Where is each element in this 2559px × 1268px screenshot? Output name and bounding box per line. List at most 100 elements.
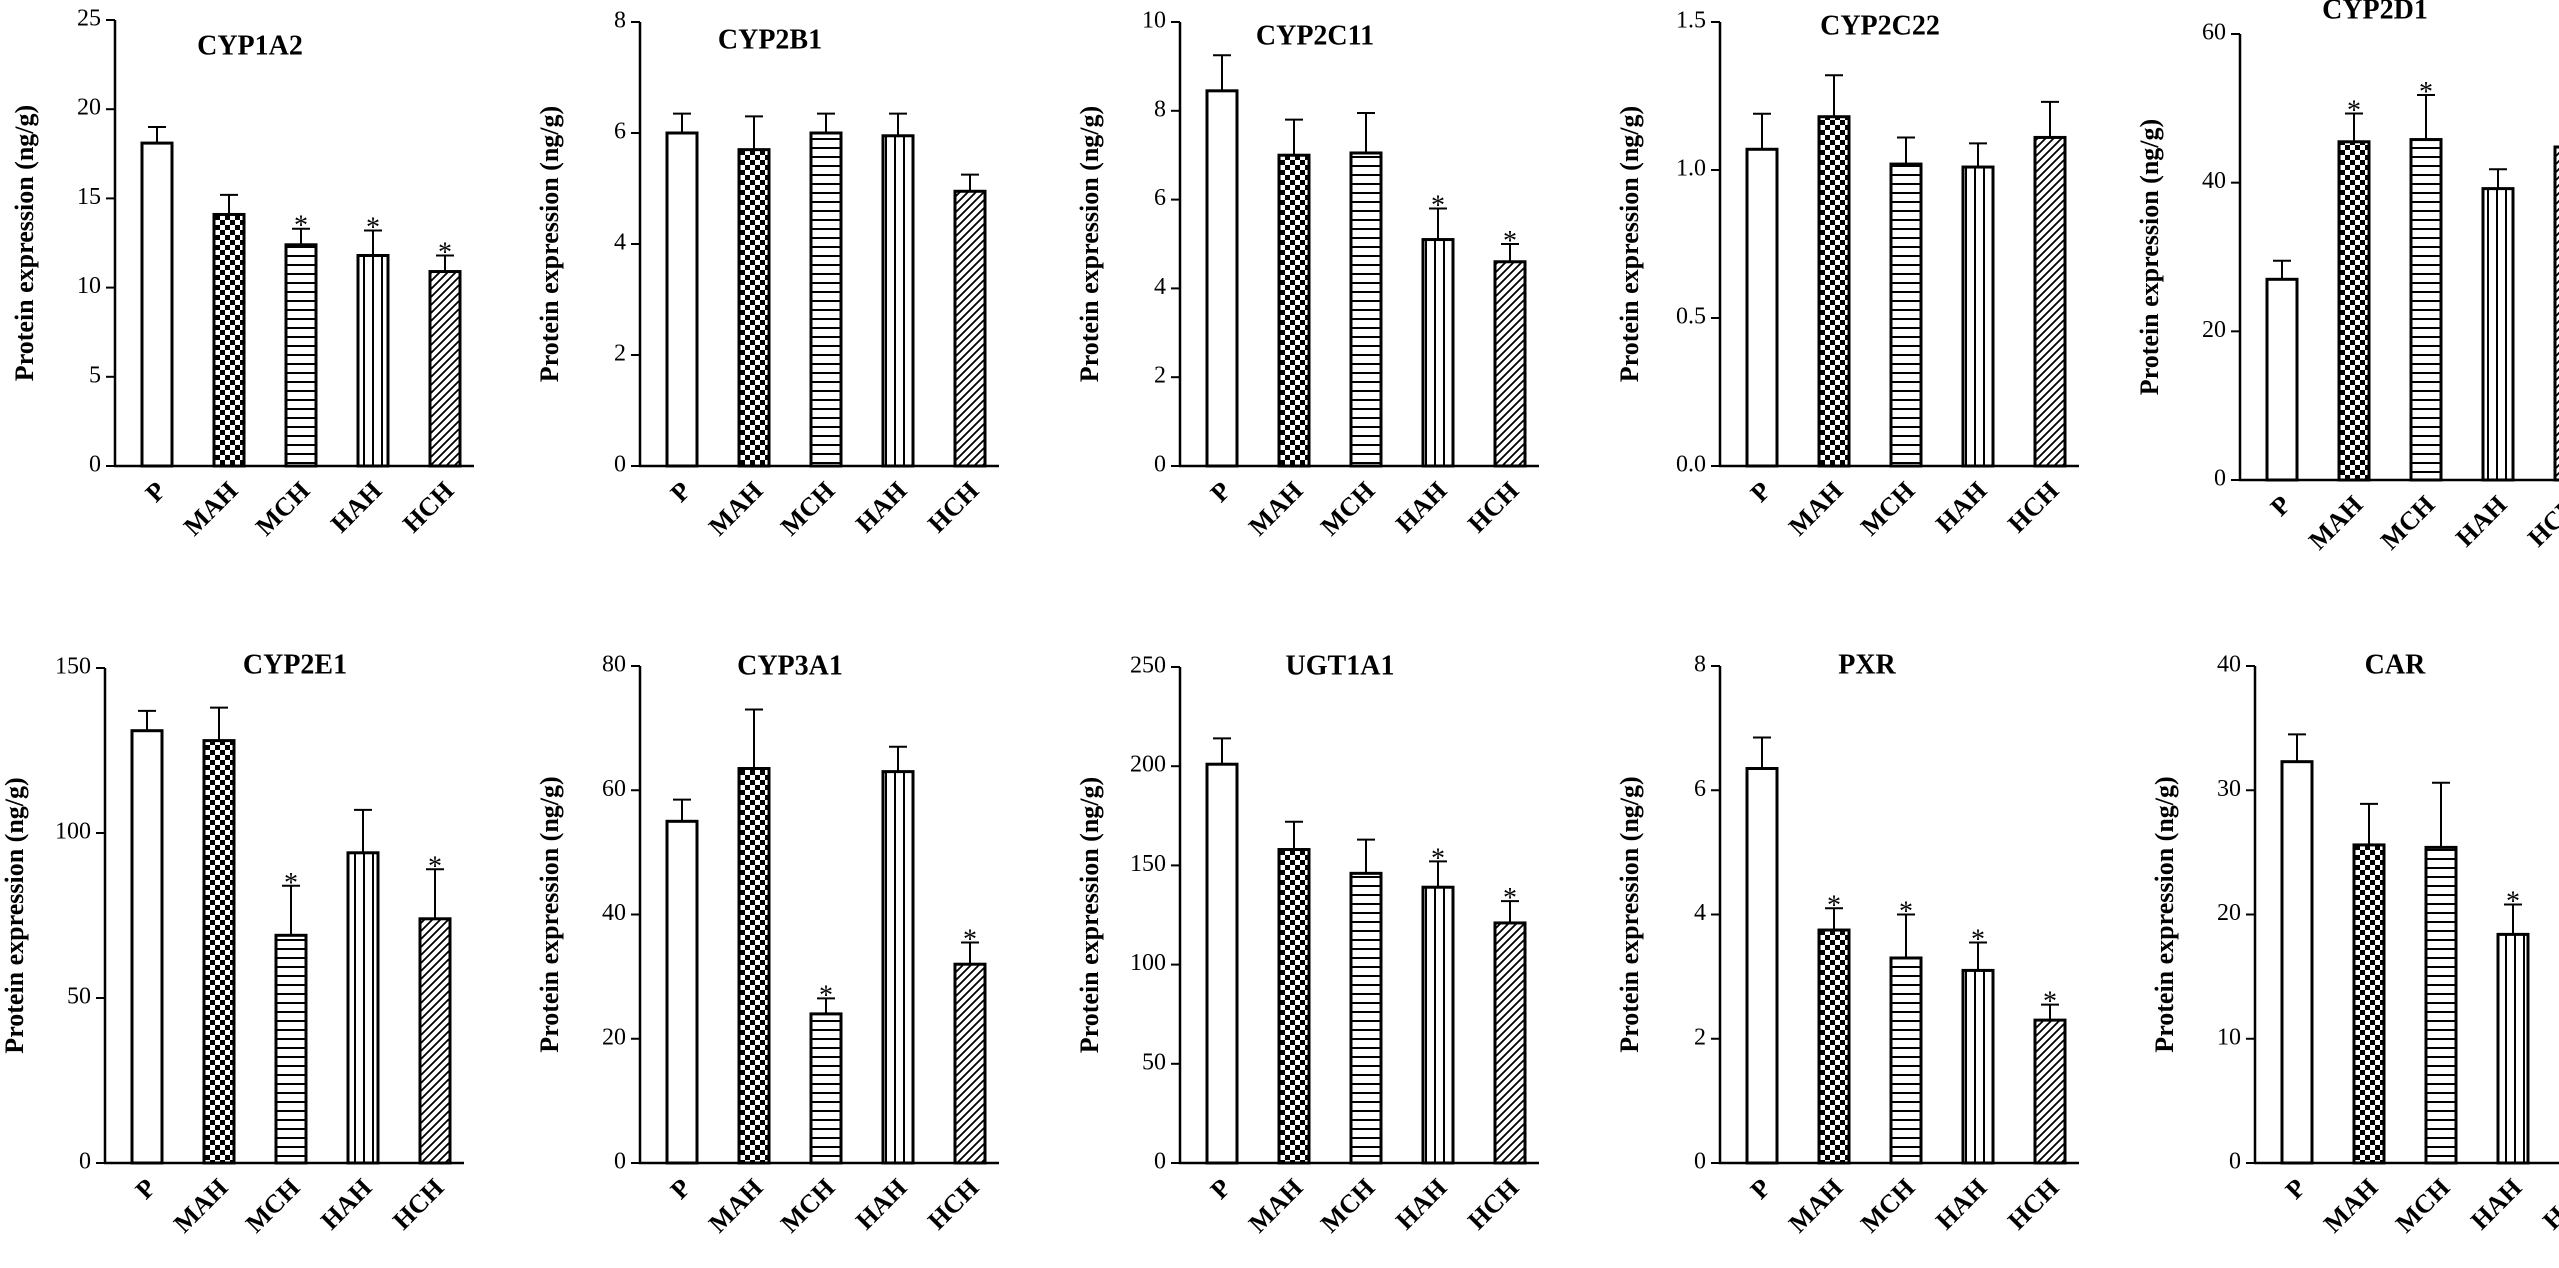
bar-mah: [212, 212, 246, 468]
panel-car: CAR Protein expression (ng/g) 0 10 20 30 40 P MA…: [2150, 649, 2559, 1238]
bar-mah: [2337, 140, 2371, 482]
x-tick-label-mah: MAH: [1783, 1173, 1848, 1238]
bar-hah: [1961, 165, 1995, 468]
bar-hch: [2033, 135, 2067, 468]
y-tick-label: 2: [1154, 363, 1166, 389]
bar-hah: [881, 134, 915, 468]
chart-title: CYP1A2: [197, 30, 303, 61]
bar-mch: [1889, 162, 1923, 468]
x-tick-label-p: P: [1205, 476, 1237, 508]
chart-title: UGT1A1: [1286, 650, 1395, 681]
bar-mah: [1817, 115, 1851, 468]
y-axis-label: Protein expression (ng/g): [535, 106, 564, 382]
y-tick-label: 60: [2202, 20, 2226, 46]
bar-mch: [809, 131, 843, 468]
x-tick-label-p: P: [2280, 1173, 2312, 1205]
bar-hch: [1493, 260, 1527, 468]
chart-title: CYP2C11: [1256, 20, 1374, 51]
panel-cyp2b1: CYP2B1 Protein expression (ng/g) 0 2 4 6 8 P MAH…: [535, 8, 999, 541]
significance-star-hah: *: [1431, 843, 1445, 874]
y-tick-label: 50: [67, 984, 91, 1010]
bar-hah: [1421, 885, 1455, 1165]
y-tick-label: 1.5: [1676, 8, 1706, 34]
x-tick-label-hch: HCH: [387, 1173, 449, 1235]
bar-mah: [1277, 153, 1311, 468]
y-tick-label: 50: [1142, 1049, 1166, 1075]
chart-title: CYP2C22: [1820, 10, 1940, 41]
y-tick-label: 20: [2202, 317, 2226, 343]
y-tick-label: 5: [89, 362, 101, 388]
significance-star-hch: *: [1503, 883, 1517, 914]
panel-pxr: PXR Protein expression (ng/g) 0 2 4 6 8 P * MAH * M…: [1615, 649, 2079, 1238]
chart-title: PXR: [1838, 649, 1896, 680]
bar-p: [2265, 277, 2299, 482]
y-axis-label: Protein expression (ng/g): [1615, 776, 1644, 1052]
significance-star-mah: *: [1827, 890, 1841, 921]
y-tick-label: 100: [55, 819, 91, 845]
x-tick-label-mah: MAH: [703, 476, 768, 541]
y-tick-label: 0: [89, 452, 101, 478]
bar-p: [665, 131, 699, 468]
x-tick-label-hch: HCH: [922, 1173, 984, 1235]
y-axis-label: Protein expression (ng/g): [10, 105, 39, 381]
x-tick-label-hah: HAH: [1390, 1173, 1452, 1235]
bar-p: [1205, 762, 1239, 1165]
bar-mch: [1349, 151, 1383, 468]
x-tick-label-hah: HAH: [1930, 476, 1992, 538]
panel-cyp2d1: CYP2D1 Protein expression (ng/g) 0 20 40 60 P *…: [2135, 0, 2559, 555]
significance-star-mch: *: [2419, 77, 2433, 108]
bar-mch: [809, 1012, 843, 1165]
significance-star-hch: *: [428, 851, 442, 882]
y-tick-label: 20: [602, 1024, 626, 1050]
y-tick-label: 0: [614, 1149, 626, 1175]
x-tick-label-hah: HAH: [850, 476, 912, 538]
panel-cyp2e1: CYP2E1 Protein expression (ng/g) 0 50 100 150…: [0, 649, 464, 1238]
bar-hah: [2481, 187, 2515, 482]
x-tick-label-p: P: [1745, 1173, 1777, 1205]
x-tick-label-hch: HCH: [922, 476, 984, 538]
significance-star-hah: *: [1431, 190, 1445, 221]
x-tick-label-hch: HCH: [2537, 1173, 2559, 1235]
x-tick-label-mah: MAH: [1243, 1173, 1308, 1238]
y-tick-label: 150: [55, 654, 91, 680]
y-tick-label: 0: [1694, 1149, 1706, 1175]
significance-star-hah: *: [1971, 924, 1985, 955]
x-tick-label-hah: HAH: [1390, 476, 1452, 538]
significance-star-mch: *: [294, 211, 308, 242]
y-axis-label: Protein expression (ng/g): [1615, 106, 1644, 382]
y-tick-label: 80: [602, 652, 626, 678]
significance-star-mch: *: [819, 980, 833, 1011]
x-tick-label-hch: HCH: [2002, 1173, 2064, 1235]
x-tick-label-p: P: [665, 476, 697, 508]
y-tick-label: 25: [77, 6, 101, 32]
bar-hch: [418, 917, 452, 1165]
significance-star-hch: *: [2043, 987, 2057, 1018]
y-tick-label: 15: [77, 184, 101, 210]
x-tick-label-p: P: [130, 1173, 162, 1205]
chart-title: CYP3A1: [737, 650, 843, 681]
x-tick-label-hah: HAH: [325, 476, 387, 538]
bar-mah: [1277, 848, 1311, 1165]
bar-hah: [346, 851, 380, 1165]
panel-ugt1a1: UGT1A1 Protein expression (ng/g) 0 50 100 150…: [1075, 650, 1539, 1238]
x-tick-label-mch: MCH: [1315, 1173, 1380, 1238]
bar-hch: [428, 270, 462, 468]
x-tick-label-p: P: [665, 1173, 697, 1205]
x-tick-label-mah: MAH: [168, 1173, 233, 1238]
x-tick-label-mah: MAH: [703, 1173, 768, 1238]
x-tick-label-mch: MCH: [1855, 476, 1920, 541]
y-tick-label: 6: [1154, 185, 1166, 211]
x-tick-label-mch: MCH: [775, 1173, 840, 1238]
y-tick-label: 4: [1154, 274, 1166, 300]
bar-hah: [356, 253, 390, 468]
y-tick-label: 10: [1142, 8, 1166, 34]
x-tick-label-hch: HCH: [2522, 490, 2559, 552]
bar-mah: [737, 148, 771, 468]
y-tick-label: 250: [1130, 653, 1166, 679]
panel-cyp1a2: CYP1A2 Protein expression (ng/g) 0 5 10 15 20 2…: [10, 6, 474, 541]
x-tick-label-mch: MCH: [250, 476, 315, 541]
y-tick-label: 0: [2229, 1149, 2241, 1175]
y-axis-label: Protein expression (ng/g): [535, 776, 564, 1052]
